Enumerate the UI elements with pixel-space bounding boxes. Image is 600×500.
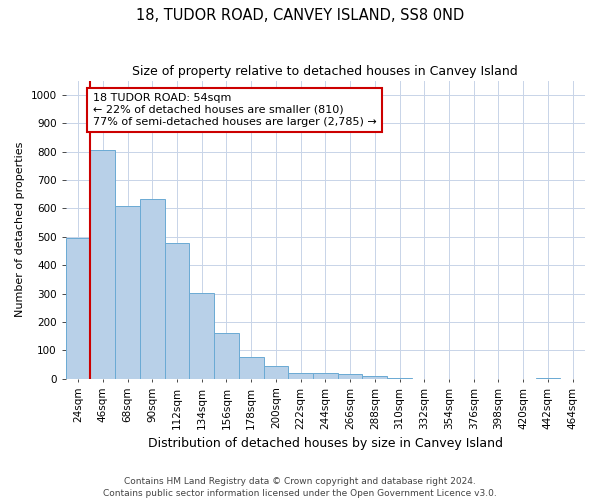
Text: 18 TUDOR ROAD: 54sqm
← 22% of detached houses are smaller (810)
77% of semi-deta: 18 TUDOR ROAD: 54sqm ← 22% of detached h… xyxy=(93,94,377,126)
Bar xyxy=(263,366,288,379)
Text: 18, TUDOR ROAD, CANVEY ISLAND, SS8 0ND: 18, TUDOR ROAD, CANVEY ISLAND, SS8 0ND xyxy=(136,8,464,22)
Text: Contains HM Land Registry data © Crown copyright and database right 2024.
Contai: Contains HM Land Registry data © Crown c… xyxy=(103,476,497,498)
Bar xyxy=(288,372,313,379)
Bar xyxy=(313,373,338,379)
Bar xyxy=(214,334,239,379)
Bar xyxy=(190,293,214,379)
Bar xyxy=(536,378,560,379)
Bar xyxy=(115,206,140,379)
Bar xyxy=(387,378,412,379)
Bar xyxy=(338,374,362,379)
Bar xyxy=(362,376,387,379)
Bar xyxy=(239,357,263,379)
Title: Size of property relative to detached houses in Canvey Island: Size of property relative to detached ho… xyxy=(133,65,518,78)
Y-axis label: Number of detached properties: Number of detached properties xyxy=(15,142,25,318)
Bar xyxy=(91,150,115,379)
X-axis label: Distribution of detached houses by size in Canvey Island: Distribution of detached houses by size … xyxy=(148,437,503,450)
Bar xyxy=(66,238,91,379)
Bar xyxy=(164,244,190,379)
Bar xyxy=(140,199,164,379)
